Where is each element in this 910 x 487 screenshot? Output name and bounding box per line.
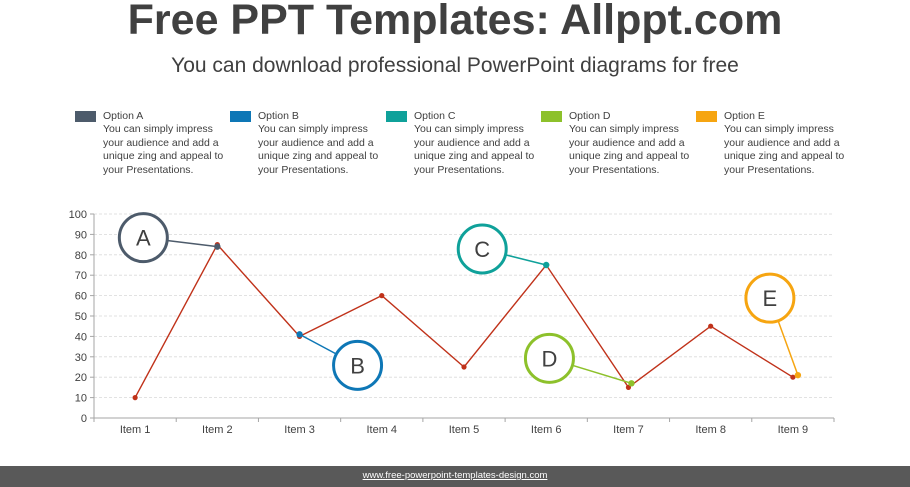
callout-anchor-point bbox=[543, 261, 550, 269]
callout-bubble-b bbox=[332, 339, 384, 391]
footer-link[interactable]: www.free-powerpoint-templates-design.com bbox=[362, 470, 548, 481]
x-tick-label: Item 2 bbox=[202, 424, 233, 436]
legend-swatch-d bbox=[541, 111, 562, 122]
y-tick-label: 40 bbox=[75, 331, 87, 343]
x-tick-label: Item 7 bbox=[613, 424, 644, 436]
legend: Option A You can simply impress your aud… bbox=[75, 110, 875, 182]
data-point bbox=[625, 384, 632, 390]
y-tick-label: 10 bbox=[75, 393, 87, 405]
legend-name: Option C bbox=[414, 110, 456, 122]
x-tick-label: Item 8 bbox=[695, 424, 726, 436]
y-tick-label: 70 bbox=[75, 270, 87, 282]
legend-name: Option A bbox=[103, 110, 144, 122]
series-line bbox=[134, 243, 794, 398]
x-tick-label: Item 9 bbox=[778, 424, 809, 436]
legend-description: You can simply impress your audience and… bbox=[414, 123, 535, 176]
callout-label: E bbox=[763, 286, 778, 311]
y-tick-label: 80 bbox=[75, 250, 87, 262]
y-tick-label: 90 bbox=[75, 229, 87, 241]
callout-bubble-e bbox=[744, 272, 796, 324]
y-tick-label: 50 bbox=[75, 311, 87, 323]
callout-anchor-point bbox=[296, 331, 303, 338]
callout-label: C bbox=[474, 237, 490, 262]
y-tick-label: 60 bbox=[75, 291, 87, 303]
legend-description: You can simply impress your audience and… bbox=[258, 123, 379, 176]
data-point bbox=[708, 323, 714, 329]
callout-bubble-d bbox=[523, 332, 575, 384]
legend-name: Option D bbox=[569, 110, 611, 122]
legend-description: You can simply impress your audience and… bbox=[724, 123, 845, 176]
x-tick-label: Item 6 bbox=[531, 424, 562, 436]
legend-description: You can simply impress your audience and… bbox=[569, 123, 690, 176]
x-tick-label: Item 3 bbox=[284, 424, 315, 436]
legend-description: You can simply impress your audience and… bbox=[103, 123, 224, 176]
data-point bbox=[132, 395, 138, 401]
callout-anchor-point bbox=[794, 371, 802, 379]
y-tick-label: 100 bbox=[69, 209, 87, 221]
y-tick-label: 30 bbox=[75, 352, 87, 364]
callout-label: B bbox=[350, 353, 365, 378]
callout-label: A bbox=[136, 226, 151, 251]
page-title: Free PPT Templates: Allppt.com bbox=[127, 0, 783, 44]
legend-swatch-e bbox=[696, 111, 717, 122]
y-tick-label: 20 bbox=[75, 372, 87, 384]
page-subtitle: You can download professional PowerPoint… bbox=[171, 54, 739, 77]
callout-anchor-point bbox=[214, 243, 221, 250]
callout-bubble-a bbox=[117, 212, 169, 264]
callout-label: D bbox=[541, 346, 557, 371]
data-point bbox=[461, 364, 467, 370]
legend-swatch-b bbox=[230, 111, 251, 122]
legend-swatch-c bbox=[386, 111, 407, 122]
callout-anchor-point bbox=[628, 380, 635, 387]
data-point bbox=[790, 374, 796, 380]
legend-name: Option E bbox=[724, 110, 765, 122]
x-tick-label: Item 1 bbox=[120, 424, 151, 436]
callout-bubble-c bbox=[456, 223, 508, 275]
footer-bar: www.free-powerpoint-templates-design.com bbox=[0, 466, 910, 487]
x-tick-label: Item 4 bbox=[366, 424, 397, 436]
legend-swatch-a bbox=[75, 111, 96, 122]
x-tick-label: Item 5 bbox=[449, 424, 480, 436]
legend-name: Option B bbox=[258, 110, 299, 122]
line-chart: 0 10 20 30 40 50 60 70 80 90 100 Item 1 Item 2 Item 3… bbox=[69, 209, 835, 436]
data-point bbox=[379, 293, 385, 299]
y-tick-label: 0 bbox=[81, 413, 87, 425]
